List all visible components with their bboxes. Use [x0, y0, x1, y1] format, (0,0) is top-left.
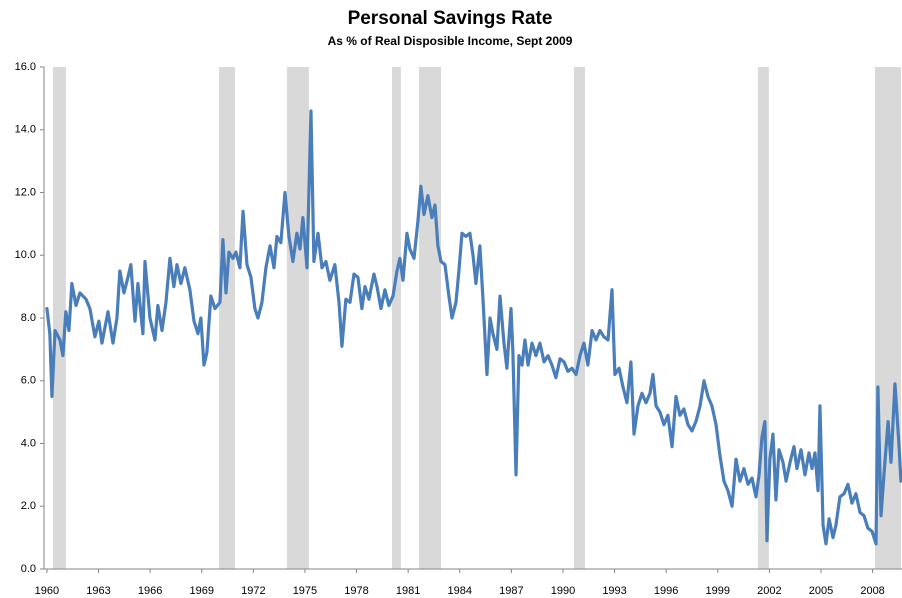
y-tick-label: 14.0 — [15, 124, 36, 136]
x-tick-label: 1999 — [706, 585, 730, 597]
y-tick-label: 16.0 — [15, 61, 36, 73]
x-tick-label: 1987 — [499, 585, 523, 597]
x-tick-label: 1981 — [396, 585, 420, 597]
recession-band — [218, 67, 235, 569]
y-tick-label: 8.0 — [21, 312, 36, 324]
x-tick-label: 2002 — [757, 585, 781, 597]
x-tick-label: 2008 — [860, 585, 884, 597]
x-tick-label: 1993 — [602, 585, 626, 597]
x-tick-label: 1963 — [86, 585, 110, 597]
shade-layer — [52, 67, 901, 569]
y-tick-label: 4.0 — [21, 437, 36, 449]
line-layer — [45, 109, 902, 546]
y-tick-label: 2.0 — [21, 500, 36, 512]
recession-band — [52, 67, 66, 569]
y-tick-label: 0.0 — [21, 563, 36, 575]
chart-title: Personal Savings Rate — [348, 8, 553, 29]
x-tick-label: 1960 — [35, 585, 59, 597]
x-tick-label: 1975 — [293, 585, 317, 597]
x-tick-label: 1990 — [551, 585, 575, 597]
recession-band — [391, 67, 401, 569]
savings-rate-line — [45, 109, 902, 546]
recession-band — [757, 67, 769, 569]
x-tick-label: 1978 — [344, 585, 368, 597]
y-tick-label: 10.0 — [15, 249, 36, 261]
x-tick-label: 1984 — [448, 585, 472, 597]
x-tick-label: 2005 — [809, 585, 833, 597]
recession-band — [418, 67, 442, 569]
x-tick-label: 1972 — [241, 585, 265, 597]
chart-subtitle: As % of Real Disposible Income, Sept 200… — [328, 34, 573, 48]
x-tick-label: 1996 — [654, 585, 678, 597]
x-tick-label: 1966 — [138, 585, 162, 597]
axes-layer: 0.0 2.0 4.0 6.0 8.0 10.0 12.0 14.0 16.0 1960 1963 1… — [15, 61, 902, 597]
recession-band — [573, 67, 585, 569]
x-tick-label: 1969 — [189, 585, 213, 597]
y-tick-label: 6.0 — [21, 375, 36, 387]
y-tick-label: 12.0 — [15, 186, 36, 198]
recession-band — [286, 67, 309, 569]
